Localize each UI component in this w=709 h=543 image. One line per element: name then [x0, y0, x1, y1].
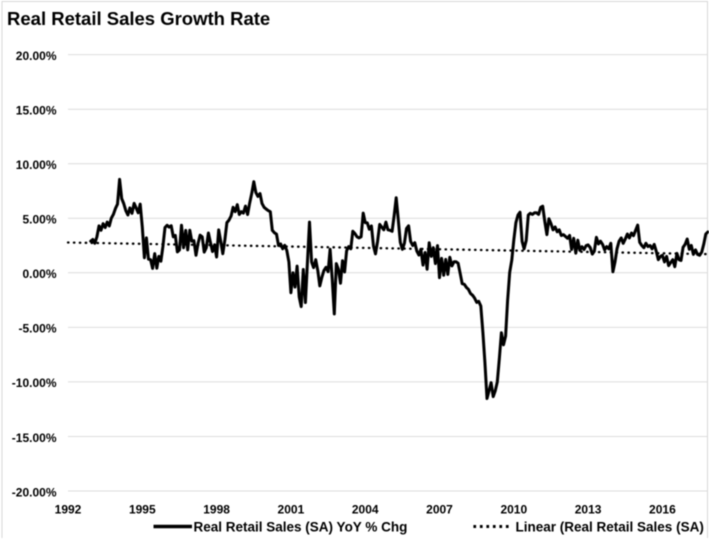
svg-text:2004: 2004	[352, 502, 379, 516]
svg-text:2013: 2013	[575, 502, 602, 516]
svg-text:-10.00%: -10.00%	[12, 376, 57, 390]
svg-text:2010: 2010	[500, 502, 527, 516]
svg-text:1998: 1998	[203, 502, 230, 516]
svg-text:5.00%: 5.00%	[22, 213, 56, 227]
svg-text:10.00%: 10.00%	[16, 158, 57, 172]
svg-text:1992: 1992	[55, 502, 82, 516]
svg-text:2007: 2007	[426, 502, 453, 516]
svg-text:2016: 2016	[649, 502, 676, 516]
svg-text:-20.00%: -20.00%	[12, 485, 57, 499]
svg-text:15.00%: 15.00%	[16, 104, 57, 118]
svg-text:-15.00%: -15.00%	[12, 431, 57, 445]
svg-text:20.00%: 20.00%	[16, 49, 57, 63]
svg-text:Real Retail Sales (SA) YoY % C: Real Retail Sales (SA) YoY % Chg	[194, 520, 408, 535]
svg-text:2001: 2001	[278, 502, 305, 516]
svg-text:-5.00%: -5.00%	[18, 322, 56, 336]
svg-text:0.00%: 0.00%	[22, 267, 56, 281]
svg-text:Real Retail Sales Growth Rate: Real Retail Sales Growth Rate	[7, 8, 270, 29]
svg-text:Linear (Real Retail Sales (SA): Linear (Real Retail Sales (SA)	[516, 520, 704, 535]
svg-text:1995: 1995	[129, 502, 156, 516]
